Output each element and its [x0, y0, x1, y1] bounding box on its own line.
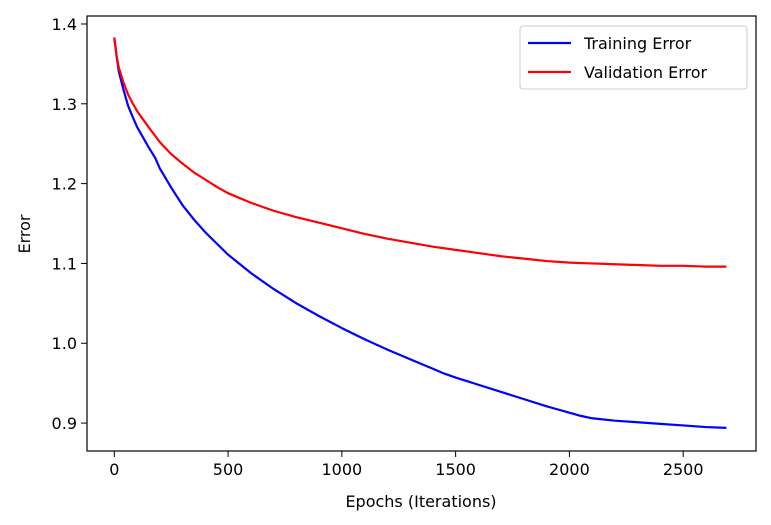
legend-box [519, 25, 748, 90]
y-tick-label: 1.0 [52, 334, 77, 353]
x-tick-label: 0 [109, 460, 119, 479]
y-tick-label: 1.4 [52, 15, 77, 34]
y-tick-label: 1.2 [52, 175, 77, 194]
legend-label: Training Error [583, 34, 692, 53]
x-tick-label: 2500 [663, 460, 704, 479]
y-axis-ticks: 0.9 1.0 1.1 1.2 1.3 1.4 [52, 15, 87, 433]
y-tick-label: 0.9 [52, 414, 77, 433]
x-tick-label: 1000 [321, 460, 362, 479]
series-line-training-error [113, 37, 727, 429]
y-tick-label: 1.1 [52, 254, 77, 273]
series-layer [113, 37, 727, 429]
x-axis-label: Epochs (Iterations) [345, 492, 496, 511]
legend-label: Validation Error [584, 63, 708, 82]
plot-frame [86, 15, 757, 452]
x-axis-ticks: 0 500 1000 1500 2000 2500 [109, 451, 704, 479]
legend: Training Error Validation Error [519, 25, 748, 90]
x-tick-label: 2000 [549, 460, 590, 479]
x-tick-label: 1500 [435, 460, 476, 479]
y-axis-label: Error [15, 214, 34, 253]
series-line-validation-error [113, 37, 727, 268]
x-tick-label: 500 [213, 460, 244, 479]
y-tick-label: 1.3 [52, 95, 77, 114]
